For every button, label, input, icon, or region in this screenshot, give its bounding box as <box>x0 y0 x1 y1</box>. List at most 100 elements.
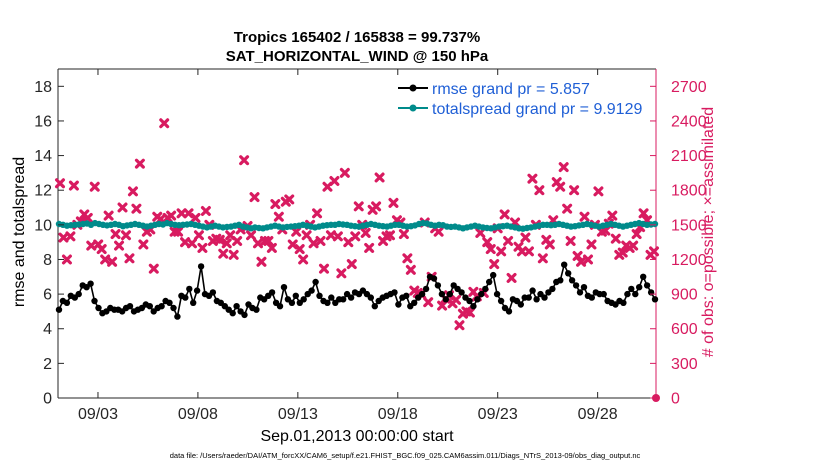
rmse-point <box>422 285 430 293</box>
obs-assimilated-point <box>555 181 566 192</box>
obs-assimilated-point <box>475 227 486 238</box>
obs-assimilated-point <box>249 192 260 203</box>
obs-assimilated-point <box>159 118 170 129</box>
obs-assimilated-point <box>610 233 621 244</box>
rmse-point <box>624 290 631 298</box>
rmse-point <box>190 299 197 306</box>
rmse-point <box>75 290 82 298</box>
rmse-point <box>446 290 453 298</box>
obs-assimilated-point <box>256 256 267 267</box>
obs-assimilated-point <box>315 236 326 247</box>
obs-assimilated-point <box>398 229 409 240</box>
obs-assimilated-point <box>61 254 72 265</box>
rmse-point <box>91 297 98 305</box>
obs-assimilated-point <box>489 259 500 270</box>
rmse-point <box>557 277 564 284</box>
rmse-point <box>312 278 319 286</box>
obs-assimilated-point <box>607 210 618 221</box>
obs-assimilated-point <box>360 227 371 238</box>
data-file-footnote: data file: /Users/raeder/DAI/ATM_forcXX/… <box>170 451 641 460</box>
right-tick-label: 1500 <box>671 217 707 234</box>
rmse-point <box>292 292 299 299</box>
obs-assimilated-point <box>221 238 232 249</box>
rmse-point <box>430 275 438 282</box>
obs-assimilated-point <box>503 236 514 247</box>
obs-assimilated-point <box>166 210 177 221</box>
obs-assimilated-point <box>579 211 590 222</box>
rmse-point <box>197 263 205 270</box>
obs-assimilated-point <box>263 236 274 247</box>
obs-assimilated-point <box>527 173 538 184</box>
rmse-point <box>253 306 260 313</box>
obs-assimilated-point <box>464 307 475 318</box>
obs-assimilated-point <box>537 253 548 264</box>
right-tick-label: 0 <box>671 391 680 408</box>
rmse-point <box>328 294 335 301</box>
rmse-point <box>166 299 173 306</box>
obs-assimilated-point <box>332 231 343 242</box>
obs-assimilated-point <box>437 300 448 311</box>
rmse-point <box>651 296 659 303</box>
obs-assimilated-point <box>291 226 302 237</box>
obs-assimilated-point <box>520 232 531 243</box>
obs-assimilated-point <box>558 162 569 173</box>
rmse-point <box>442 296 449 303</box>
right-tick-label: 300 <box>671 356 698 373</box>
obs-assimilated-point <box>312 208 323 219</box>
right-y-axis-label: # of obs: o=possible; ×=assimilated <box>700 107 717 357</box>
obs-assimilated-point <box>127 186 138 197</box>
rmse-point <box>565 270 572 277</box>
obs-assimilated-point <box>496 246 507 257</box>
obs-assimilated-point <box>346 259 357 270</box>
obs-assimilated-point <box>364 242 375 253</box>
rmse-point <box>632 290 639 298</box>
obs-assimilated-point <box>117 202 128 213</box>
obs-assimilated-point <box>190 212 201 223</box>
obs-assimilated-point <box>232 236 243 247</box>
rmse-point <box>588 294 595 301</box>
x-tick-label: 09/03 <box>78 406 118 423</box>
x-tick-label: 09/08 <box>178 406 218 423</box>
chart-title: Tropics 165402 / 165838 = 99.737% <box>234 29 480 46</box>
obs-assimilated-point <box>193 230 204 241</box>
legend: rmse grand pr = 5.857 totalspread grand … <box>394 77 646 120</box>
rmse-point <box>628 285 635 293</box>
right-tick-label: 600 <box>671 321 698 338</box>
rmse-point <box>478 290 485 298</box>
obs-assimilated-point <box>499 209 510 220</box>
left-y-axis-label: rmse and totalspread <box>11 157 28 307</box>
x-axis-label: Sep.01,2013 00:00:00 start <box>260 428 454 445</box>
legend-spread-marker <box>409 104 417 112</box>
rmse-point <box>568 277 576 284</box>
obs-assimilated-point <box>228 249 239 260</box>
chart-subtitle: SAT_HORIZONTAL_WIND @ 150 hPa <box>226 48 489 65</box>
rmse-point <box>458 289 465 296</box>
rmse-point <box>470 303 477 310</box>
rmse-point <box>549 285 556 293</box>
obs-assimilated-point <box>65 231 76 242</box>
obs-assimilated-point <box>405 264 416 275</box>
rmse-point <box>474 296 481 303</box>
x-axis: 09/03 09/08 09/13 09/18 09/23 09/28 <box>78 69 618 423</box>
rmse-point <box>411 299 418 306</box>
obs-assimilated-point <box>298 254 309 265</box>
obs-assimilated-point <box>617 247 628 258</box>
obs-assimilated-point <box>485 244 496 255</box>
obs-assimilated-point <box>336 268 347 279</box>
rmse-point <box>561 261 568 268</box>
obs-assimilated-point <box>628 240 639 251</box>
obs-assimilated-point <box>270 199 281 210</box>
rmse-point <box>193 287 201 294</box>
rmse-point <box>490 271 497 279</box>
rmse-point <box>640 273 647 280</box>
totalspread-point <box>651 220 659 228</box>
obs-assimilated-point <box>148 263 159 274</box>
obs-assimilated-point <box>54 178 65 189</box>
rmse-point <box>391 289 398 296</box>
obs-assimilated-point <box>374 172 385 183</box>
obs-assimilated-point <box>301 230 312 241</box>
left-tick-label: 8 <box>43 252 52 269</box>
obs-assimilated-point <box>565 236 576 247</box>
rmse-point <box>482 285 489 293</box>
